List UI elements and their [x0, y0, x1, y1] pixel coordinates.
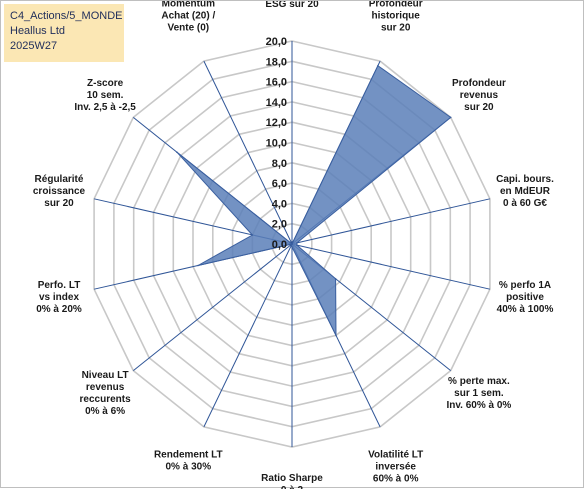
radial-tick-label: 14,0	[266, 97, 287, 109]
category-label-line: en MdEUR	[500, 186, 551, 197]
category-label-line: Volatilité LT	[368, 449, 423, 460]
category-label-line: 10 sem.	[87, 90, 124, 101]
category-label-line: inversée	[375, 461, 416, 472]
category-label-line: % perfo 1A	[499, 280, 551, 291]
category-label-line: ESG sur 20	[265, 1, 319, 10]
category-label-line: % perte max.	[448, 376, 510, 387]
category-label-line: sur 20	[44, 198, 74, 209]
category-label-line: Perfo. LT	[38, 280, 81, 291]
category-label-line: sur 20	[381, 23, 411, 34]
category-label: NoteESG sur 20	[265, 1, 319, 10]
category-label-line: Inv. 2,5 à -2,5	[74, 102, 136, 113]
category-label-line: 0% à 30%	[166, 461, 212, 472]
category-label: Z-score 10 sem. Inv. 2,5 à -2,5	[74, 78, 136, 113]
category-label-line: Niveau LT	[82, 370, 129, 381]
radial-tick-label: 2,0	[272, 219, 287, 231]
category-label: Rendement LT 0% à 30%	[154, 449, 223, 472]
category-label-line: Achat (20) /	[161, 11, 215, 22]
tick-layer: 0,0 2,0 4,0 6,0 8,0 10,0 12,0 14,0 16,0 18,0 20,0	[266, 36, 287, 251]
series-point	[291, 246, 293, 248]
category-label: % perfo 1A positive 40% à 100%	[497, 280, 554, 315]
radial-tick-label: 0,0	[272, 239, 287, 251]
category-label: Volatilité LT inversée 60% à 0%	[368, 449, 423, 484]
series-point	[449, 116, 452, 119]
series-point	[377, 64, 379, 67]
category-label-line: Momentum	[162, 1, 215, 10]
series-point	[335, 334, 337, 337]
category-label-line: 0% à 20%	[36, 304, 82, 315]
radial-tick-label: 4,0	[272, 198, 287, 210]
series-point	[290, 245, 292, 247]
category-label-line: 0 à 2	[281, 485, 304, 489]
series-layer	[176, 64, 452, 337]
category-label: Régularité croissance sur 20	[33, 174, 86, 209]
category-label-line: revenus	[460, 90, 499, 101]
category-label: Profondeur revenus sur 20	[452, 78, 506, 113]
category-label: Perfo. LT vs index 0% à 20%	[36, 280, 82, 315]
category-label-line: vs index	[39, 292, 79, 303]
category-label-line: revenus	[86, 382, 125, 393]
series-point	[197, 264, 199, 267]
radial-tick-label: 18,0	[266, 56, 287, 68]
axis-spoke	[291, 198, 491, 245]
category-label-line: Inv. 60% à 0%	[446, 400, 511, 411]
series-point	[251, 234, 254, 236]
category-label-line: 0 à 60 G€	[503, 198, 547, 209]
series-point	[296, 242, 298, 244]
category-label-line: Rendement LT	[154, 449, 223, 460]
week-label: 2025W27	[10, 40, 58, 52]
category-label: Capi. bours. en MdEUR 0 à 60 G€	[496, 174, 554, 209]
radial-tick-label: 16,0	[266, 77, 287, 89]
category-label-line: sur 1 sem.	[454, 388, 504, 399]
series-point	[334, 278, 337, 280]
category-label-line: Vente (0)	[167, 23, 209, 34]
axis-spoke	[203, 60, 293, 245]
chart-info-box: C4_Actions/5_MONDE Heallus Ltd 2025W27	[4, 4, 124, 62]
category-label-line: positive	[506, 292, 544, 303]
series-point	[291, 243, 293, 245]
category-label: % perte max. sur 1 sem. Inv. 60% à 0%	[446, 376, 511, 411]
category-label-line: sur 20	[464, 102, 494, 113]
company-name: Heallus Ltd	[10, 25, 66, 37]
series-area	[176, 64, 452, 336]
category-label-line: reccurents	[80, 394, 132, 405]
axis-spoke	[203, 243, 293, 428]
category-label-line: Régularité	[35, 174, 84, 185]
radial-tick-label: 8,0	[272, 158, 287, 170]
category-label-line: historique	[372, 11, 421, 22]
radial-tick-label: 10,0	[266, 138, 287, 150]
category-label: Profondeur historique sur 20	[369, 1, 423, 34]
series-point	[176, 151, 178, 153]
category-label-line: Ratio Sharpe	[261, 473, 323, 484]
category-label-line: 60% à 0%	[373, 473, 419, 484]
portfolio-name: C4_Actions/5_MONDE	[10, 10, 123, 22]
category-label-line: Profondeur	[452, 78, 506, 89]
radial-tick-label: 20,0	[266, 36, 287, 48]
category-label-line: Capi. bours.	[496, 174, 554, 185]
radial-tick-label: 12,0	[266, 117, 287, 129]
axis-spoke	[291, 243, 491, 290]
category-label: Momentum Achat (20) / Vente (0)	[161, 1, 215, 34]
category-label-line: croissance	[33, 186, 86, 197]
category-label-line: Z-score	[87, 78, 124, 89]
category-label: Niveau LT revenus reccurents 0% à 6%	[80, 370, 132, 417]
category-label-line: 40% à 100%	[497, 304, 554, 315]
category-label: Ratio Sharpe0 à 2	[261, 473, 323, 489]
category-label-line: Profondeur	[369, 1, 423, 10]
radial-tick-label: 6,0	[272, 178, 287, 190]
category-label-line: 0% à 6%	[85, 406, 125, 417]
axis-spoke	[132, 243, 293, 371]
series-point	[296, 244, 298, 246]
